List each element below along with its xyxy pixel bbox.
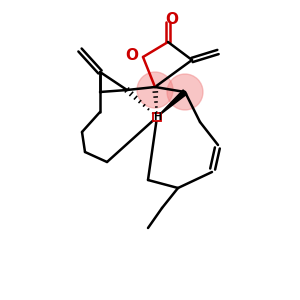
Polygon shape	[157, 90, 187, 117]
Circle shape	[167, 74, 203, 110]
Text: O: O	[125, 49, 139, 64]
FancyBboxPatch shape	[153, 113, 161, 121]
Circle shape	[137, 72, 173, 108]
Text: O: O	[166, 11, 178, 26]
Text: H: H	[153, 112, 161, 122]
